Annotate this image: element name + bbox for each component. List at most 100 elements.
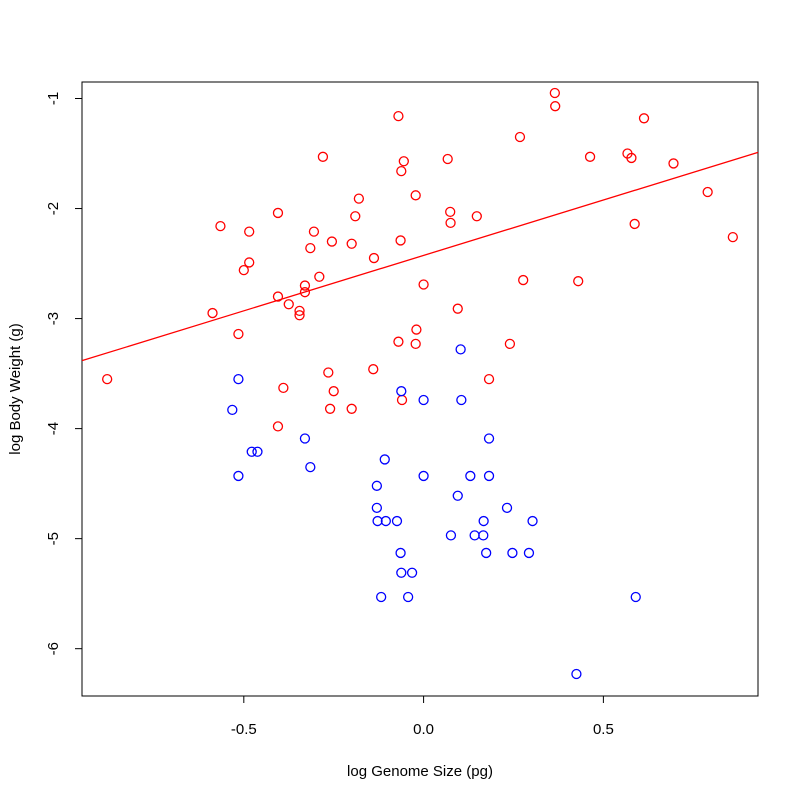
- red-data-point: [244, 257, 255, 268]
- red-data-point: [393, 110, 404, 122]
- red-data-point: [278, 382, 289, 394]
- blue-data-point: [379, 454, 390, 465]
- x-tick-label: 0.5: [593, 721, 614, 738]
- red-data-point: [272, 421, 284, 432]
- red-data-point: [398, 156, 409, 167]
- red-data-point: [346, 403, 357, 414]
- red-data-point: [668, 158, 679, 169]
- fit-line-layer: [81, 151, 759, 362]
- blue-data-point: [233, 470, 244, 482]
- blue-data-point: [396, 567, 407, 578]
- blue-data-point: [452, 490, 463, 501]
- red-data-point: [626, 152, 637, 164]
- x-axis-title: log Genome Size (pg): [347, 763, 493, 780]
- blue-data-point: [402, 591, 414, 603]
- blue-data-point: [380, 515, 391, 527]
- red-data-point: [353, 193, 365, 204]
- x-axis: -0.5 0.0 0.5: [231, 696, 614, 738]
- y-tick-label: -3: [45, 312, 62, 325]
- blue-data-point: [478, 515, 489, 527]
- blue-data-point: [481, 547, 492, 559]
- red-data-point: [483, 373, 495, 385]
- points-layer: [102, 87, 738, 680]
- blue-data-point: [483, 470, 495, 482]
- red-data-point: [452, 303, 463, 314]
- red-data-point: [445, 217, 456, 228]
- blue-data-point: [418, 470, 429, 482]
- blue-data-point: [406, 567, 418, 578]
- red-data-point: [294, 305, 305, 317]
- red-data-point: [573, 276, 584, 287]
- red-data-point: [396, 394, 408, 406]
- blue-data-point: [227, 404, 238, 416]
- red-data-point: [442, 153, 453, 165]
- blue-data-point: [371, 502, 383, 513]
- red-data-point: [308, 226, 320, 237]
- blue-data-point: [469, 530, 480, 541]
- blue-data-point: [630, 591, 641, 603]
- blue-data-point: [507, 547, 518, 559]
- y-axis-title: log Body Weight (g): [7, 323, 24, 454]
- red-data-point: [317, 151, 329, 162]
- red-data-point: [549, 87, 560, 99]
- red-data-point: [238, 265, 249, 276]
- blue-data-point: [418, 394, 429, 406]
- blue-data-point: [465, 470, 476, 482]
- red-data-point: [638, 113, 650, 124]
- red-data-point: [294, 310, 305, 321]
- blue-data-point: [455, 344, 466, 355]
- x-tick-label: -0.5: [231, 721, 257, 738]
- x-tick-label: 0.0: [413, 721, 434, 738]
- red-data-point: [504, 338, 516, 350]
- red-data-point: [314, 271, 325, 282]
- blue-data-point: [445, 530, 457, 541]
- red-data-point: [326, 236, 338, 247]
- blue-data-point: [527, 515, 538, 527]
- blue-data-point: [395, 547, 406, 559]
- red-data-point: [350, 211, 361, 222]
- blue-data-point: [483, 433, 495, 444]
- blue-data-point: [252, 446, 263, 457]
- red-data-point: [550, 101, 561, 112]
- red-data-point: [727, 232, 738, 243]
- red-data-point: [418, 279, 429, 290]
- blue-data-point: [501, 502, 513, 513]
- blue-data-point: [571, 668, 582, 680]
- blue-data-point: [246, 446, 257, 457]
- red-data-point: [445, 206, 456, 217]
- red-data-point: [411, 324, 422, 335]
- blue-data-point: [376, 591, 387, 603]
- red-data-point: [323, 367, 334, 378]
- y-tick-label: -4: [45, 422, 62, 435]
- blue-data-point: [371, 480, 383, 491]
- blue-data-point: [396, 386, 407, 397]
- y-tick-label: -6: [45, 642, 62, 655]
- red-data-point: [324, 403, 336, 414]
- blue-data-point: [523, 547, 535, 559]
- red-data-point: [299, 287, 311, 298]
- red-data-point: [346, 238, 357, 249]
- red-data-point: [471, 211, 482, 222]
- red-data-point: [368, 252, 380, 264]
- blue-data-point: [478, 530, 489, 541]
- red-data-point: [215, 220, 226, 232]
- blue-data-point: [456, 394, 467, 406]
- red-data-point: [299, 280, 311, 291]
- red-data-point: [629, 218, 640, 230]
- blue-data-point: [391, 515, 403, 527]
- red-data-point: [328, 386, 339, 397]
- red-data-point: [395, 235, 406, 246]
- red-data-point: [514, 131, 526, 143]
- red-data-point: [233, 328, 244, 340]
- red-data-point: [244, 226, 255, 237]
- red-data-point: [305, 243, 316, 254]
- red-data-point: [283, 299, 294, 310]
- blue-data-point: [305, 461, 316, 473]
- red-data-point: [393, 336, 404, 347]
- red-data-point: [272, 207, 284, 219]
- red-data-point: [702, 186, 713, 198]
- red-data-point: [272, 291, 284, 302]
- blue-data-point: [299, 433, 311, 444]
- red-data-point: [518, 274, 529, 286]
